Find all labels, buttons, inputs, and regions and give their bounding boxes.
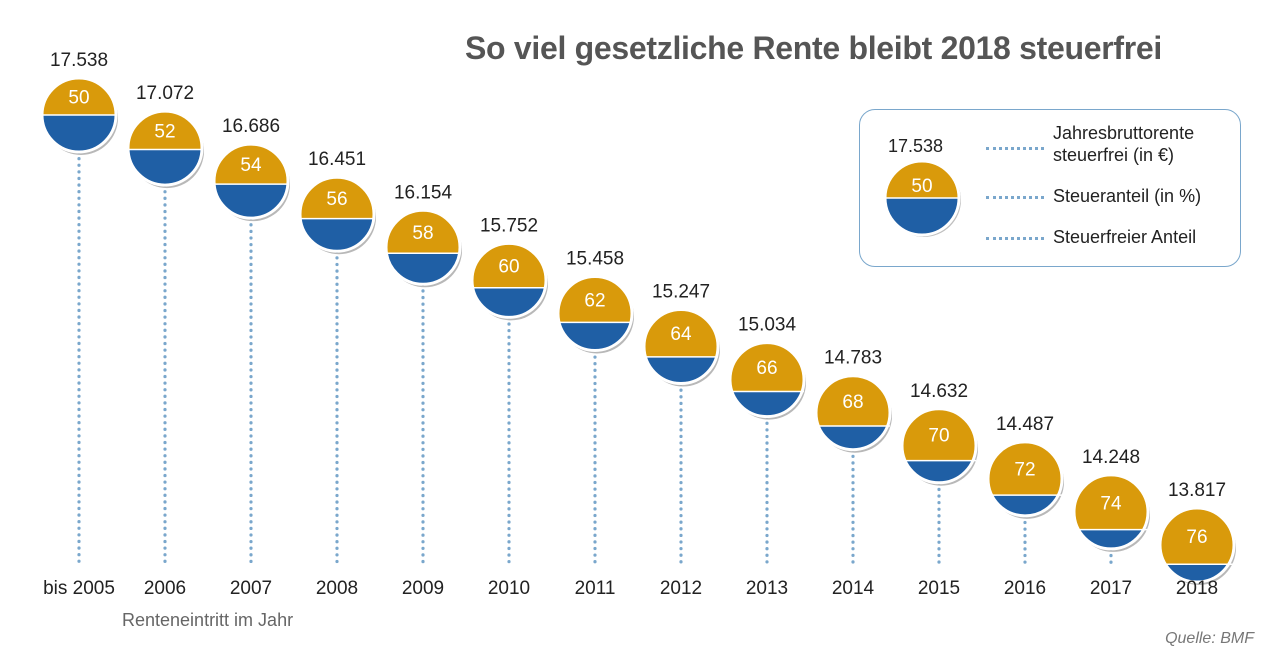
taxfree-share [386, 253, 460, 285]
percent-label: 52 [154, 121, 175, 142]
percent-label: 64 [670, 324, 692, 345]
legend-dots-3 [986, 237, 1044, 240]
x-tick-label: 2009 [402, 578, 444, 599]
taxfree-share [214, 184, 288, 219]
amount-label: 13.817 [1168, 480, 1226, 501]
amount-label: 16.154 [394, 182, 453, 203]
percent-label: 76 [1186, 527, 1207, 548]
amount-label: 17.072 [136, 83, 194, 104]
percent-label: 54 [240, 155, 262, 176]
legend: 17.538 50 Jahresbruttorente steuerfrei (… [859, 109, 1241, 267]
circle-outline [384, 208, 462, 286]
legend-taxfree-fill [885, 198, 959, 235]
circle-outline [728, 341, 806, 419]
circle-outline [642, 308, 720, 386]
taxfree-share [300, 218, 374, 252]
percent-label: 70 [928, 426, 949, 447]
taxfree-share [472, 287, 546, 318]
x-tick-label: 2011 [575, 578, 616, 599]
circle-outline [212, 142, 290, 220]
x-tick-label: 2006 [144, 578, 186, 599]
x-tick-label: bis 2005 [43, 578, 115, 599]
circle-outline [298, 175, 376, 253]
amount-label: 15.752 [480, 215, 538, 236]
taxfree-share [42, 115, 116, 152]
x-tick-label: 2015 [918, 578, 960, 599]
x-tick-label: 2014 [832, 578, 875, 599]
percent-label: 58 [412, 223, 433, 244]
circle-outline [814, 374, 892, 452]
chart-title: So viel gesetzliche Rente bleibt 2018 st… [465, 30, 1162, 66]
legend-item-taxshare: Steueranteil (in %) [1053, 186, 1202, 206]
x-axis-label: Renteneintritt im Jahr [122, 610, 294, 630]
legend-circle-icon: 50 [883, 159, 961, 237]
percent-label: 50 [68, 88, 89, 109]
percent-label: 72 [1014, 459, 1035, 480]
percent-label: 60 [498, 257, 519, 278]
x-tick-label: 2008 [316, 578, 358, 599]
circle-outline [470, 241, 548, 319]
circle-outline [1158, 506, 1236, 584]
circle-outline [986, 440, 1064, 518]
x-tick-label: 2012 [660, 578, 702, 599]
circle-outline [900, 407, 978, 485]
legend-percent-example: 50 [911, 176, 932, 197]
taxfree-share [128, 149, 202, 186]
amount-label: 16.686 [222, 116, 280, 137]
legend-dots-1 [986, 147, 1044, 150]
x-tick-label: 2013 [746, 578, 788, 599]
percent-label: 68 [842, 392, 863, 413]
amount-label: 15.247 [652, 282, 710, 303]
legend-item-amount: Jahresbruttorente steuerfrei (in €) [1053, 123, 1195, 165]
percent-label: 74 [1100, 493, 1122, 514]
legend-dots-2 [986, 196, 1044, 199]
x-tick-label: 2010 [488, 578, 530, 599]
legend-amount-example: 17.538 [888, 136, 944, 156]
percent-label: 62 [584, 290, 605, 311]
amount-label: 15.458 [566, 248, 624, 269]
circle-outline [1072, 473, 1150, 551]
amount-label: 14.248 [1082, 447, 1140, 468]
amount-label: 16.451 [308, 149, 366, 170]
percent-label: 66 [756, 358, 777, 379]
x-tick-label: 2016 [1004, 578, 1046, 599]
circle-outline [556, 274, 634, 352]
circle-outline [126, 109, 204, 187]
taxfree-share [644, 356, 718, 384]
amount-label: 14.632 [910, 381, 968, 402]
taxfree-share [558, 322, 632, 351]
amount-label: 17.538 [50, 50, 108, 71]
source-note: Quelle: BMF [1165, 630, 1254, 647]
percent-label: 56 [326, 189, 347, 210]
legend-item-taxfree: Steuerfreier Anteil [1053, 227, 1197, 247]
circle-outline [40, 76, 118, 154]
x-tick-label: 2017 [1090, 578, 1132, 599]
x-tick-label: 2018 [1176, 578, 1218, 599]
amount-label: 14.783 [824, 348, 882, 369]
amount-label: 15.034 [738, 315, 797, 336]
x-tick-label: 2007 [230, 578, 272, 599]
amount-label: 14.487 [996, 414, 1054, 435]
